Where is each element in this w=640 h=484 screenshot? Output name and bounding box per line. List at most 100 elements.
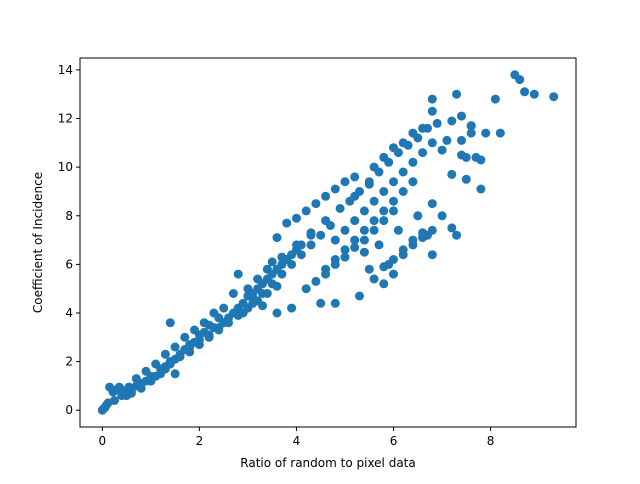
data-point xyxy=(408,128,418,138)
data-point xyxy=(287,303,297,313)
data-point xyxy=(369,196,379,206)
data-point xyxy=(248,289,258,298)
data-point xyxy=(466,128,476,138)
data-point xyxy=(418,123,428,133)
data-point xyxy=(330,184,340,194)
data-point xyxy=(330,298,340,308)
data-point xyxy=(316,298,326,308)
data-point xyxy=(389,143,398,153)
data-point xyxy=(277,252,287,262)
y-axis-label: Coefficient of Incidence xyxy=(31,172,45,313)
data-point xyxy=(350,235,360,245)
data-point xyxy=(369,225,379,235)
data-point xyxy=(389,255,398,264)
data-point xyxy=(452,230,462,240)
data-point xyxy=(389,196,398,206)
data-point xyxy=(529,89,539,99)
data-point xyxy=(311,276,321,286)
data-point xyxy=(398,187,408,196)
data-point xyxy=(272,233,282,243)
data-point xyxy=(359,235,369,245)
data-point xyxy=(413,211,423,221)
data-point xyxy=(379,216,389,226)
data-point xyxy=(452,89,462,99)
data-point xyxy=(437,145,447,155)
data-point xyxy=(408,157,418,167)
data-point xyxy=(476,155,486,165)
data-point xyxy=(495,128,505,138)
data-point xyxy=(277,269,287,279)
data-point xyxy=(427,250,437,260)
data-point xyxy=(330,235,340,245)
data-point xyxy=(131,374,141,384)
data-point xyxy=(233,310,243,320)
data-point xyxy=(224,318,233,328)
data-point xyxy=(379,262,389,272)
data-point xyxy=(427,106,437,116)
data-point xyxy=(190,337,199,347)
x-tick-label: 2 xyxy=(196,434,204,448)
data-point xyxy=(151,359,161,369)
data-point xyxy=(311,199,321,209)
y-tick-label: 12 xyxy=(58,112,73,126)
data-point xyxy=(442,135,452,145)
data-point xyxy=(282,218,292,228)
data-point xyxy=(233,269,243,279)
data-point xyxy=(379,279,389,289)
data-point xyxy=(175,352,185,362)
y-tick-label: 6 xyxy=(65,257,73,271)
data-point xyxy=(219,303,229,313)
data-point xyxy=(340,177,350,187)
y-tick-label: 8 xyxy=(65,209,73,223)
data-point xyxy=(457,150,466,160)
data-point xyxy=(335,204,345,213)
data-point xyxy=(389,269,398,279)
data-point xyxy=(258,279,267,289)
data-point xyxy=(316,230,326,240)
data-point xyxy=(253,296,263,306)
data-point xyxy=(408,235,418,245)
data-point xyxy=(228,289,238,298)
axes-frame xyxy=(79,57,577,428)
data-point xyxy=(447,169,457,179)
data-point xyxy=(379,206,389,216)
data-point xyxy=(461,174,471,184)
data-point xyxy=(457,111,466,121)
data-point xyxy=(330,255,340,264)
data-point xyxy=(306,240,316,250)
x-axis-label: Ratio of random to pixel data xyxy=(240,456,415,470)
data-point xyxy=(398,138,408,148)
data-point xyxy=(466,121,476,131)
data-point xyxy=(359,225,369,235)
data-point xyxy=(350,191,360,201)
data-point xyxy=(427,94,437,104)
data-point xyxy=(180,332,190,342)
data-point xyxy=(160,349,170,359)
data-point xyxy=(267,269,277,279)
data-point xyxy=(379,187,389,196)
data-point xyxy=(321,216,331,226)
data-point xyxy=(355,291,364,301)
data-point xyxy=(364,264,374,274)
data-point xyxy=(321,264,331,274)
y-axis-ticks: 0 2 4 6 8 10 12 14 xyxy=(58,63,80,417)
data-point xyxy=(437,211,447,221)
data-point xyxy=(209,323,219,333)
data-point xyxy=(262,289,272,298)
data-point xyxy=(199,327,209,337)
data-point xyxy=(272,281,282,291)
data-point xyxy=(214,313,224,323)
data-point xyxy=(287,250,297,260)
data-point xyxy=(490,94,500,104)
data-point xyxy=(359,206,369,216)
x-tick-label: 6 xyxy=(390,434,398,448)
y-tick-label: 4 xyxy=(65,306,73,320)
data-point xyxy=(340,225,350,235)
data-point xyxy=(359,247,369,257)
data-point xyxy=(398,245,408,255)
data-point xyxy=(515,75,525,85)
data-point xyxy=(243,303,253,313)
data-point xyxy=(374,240,384,250)
